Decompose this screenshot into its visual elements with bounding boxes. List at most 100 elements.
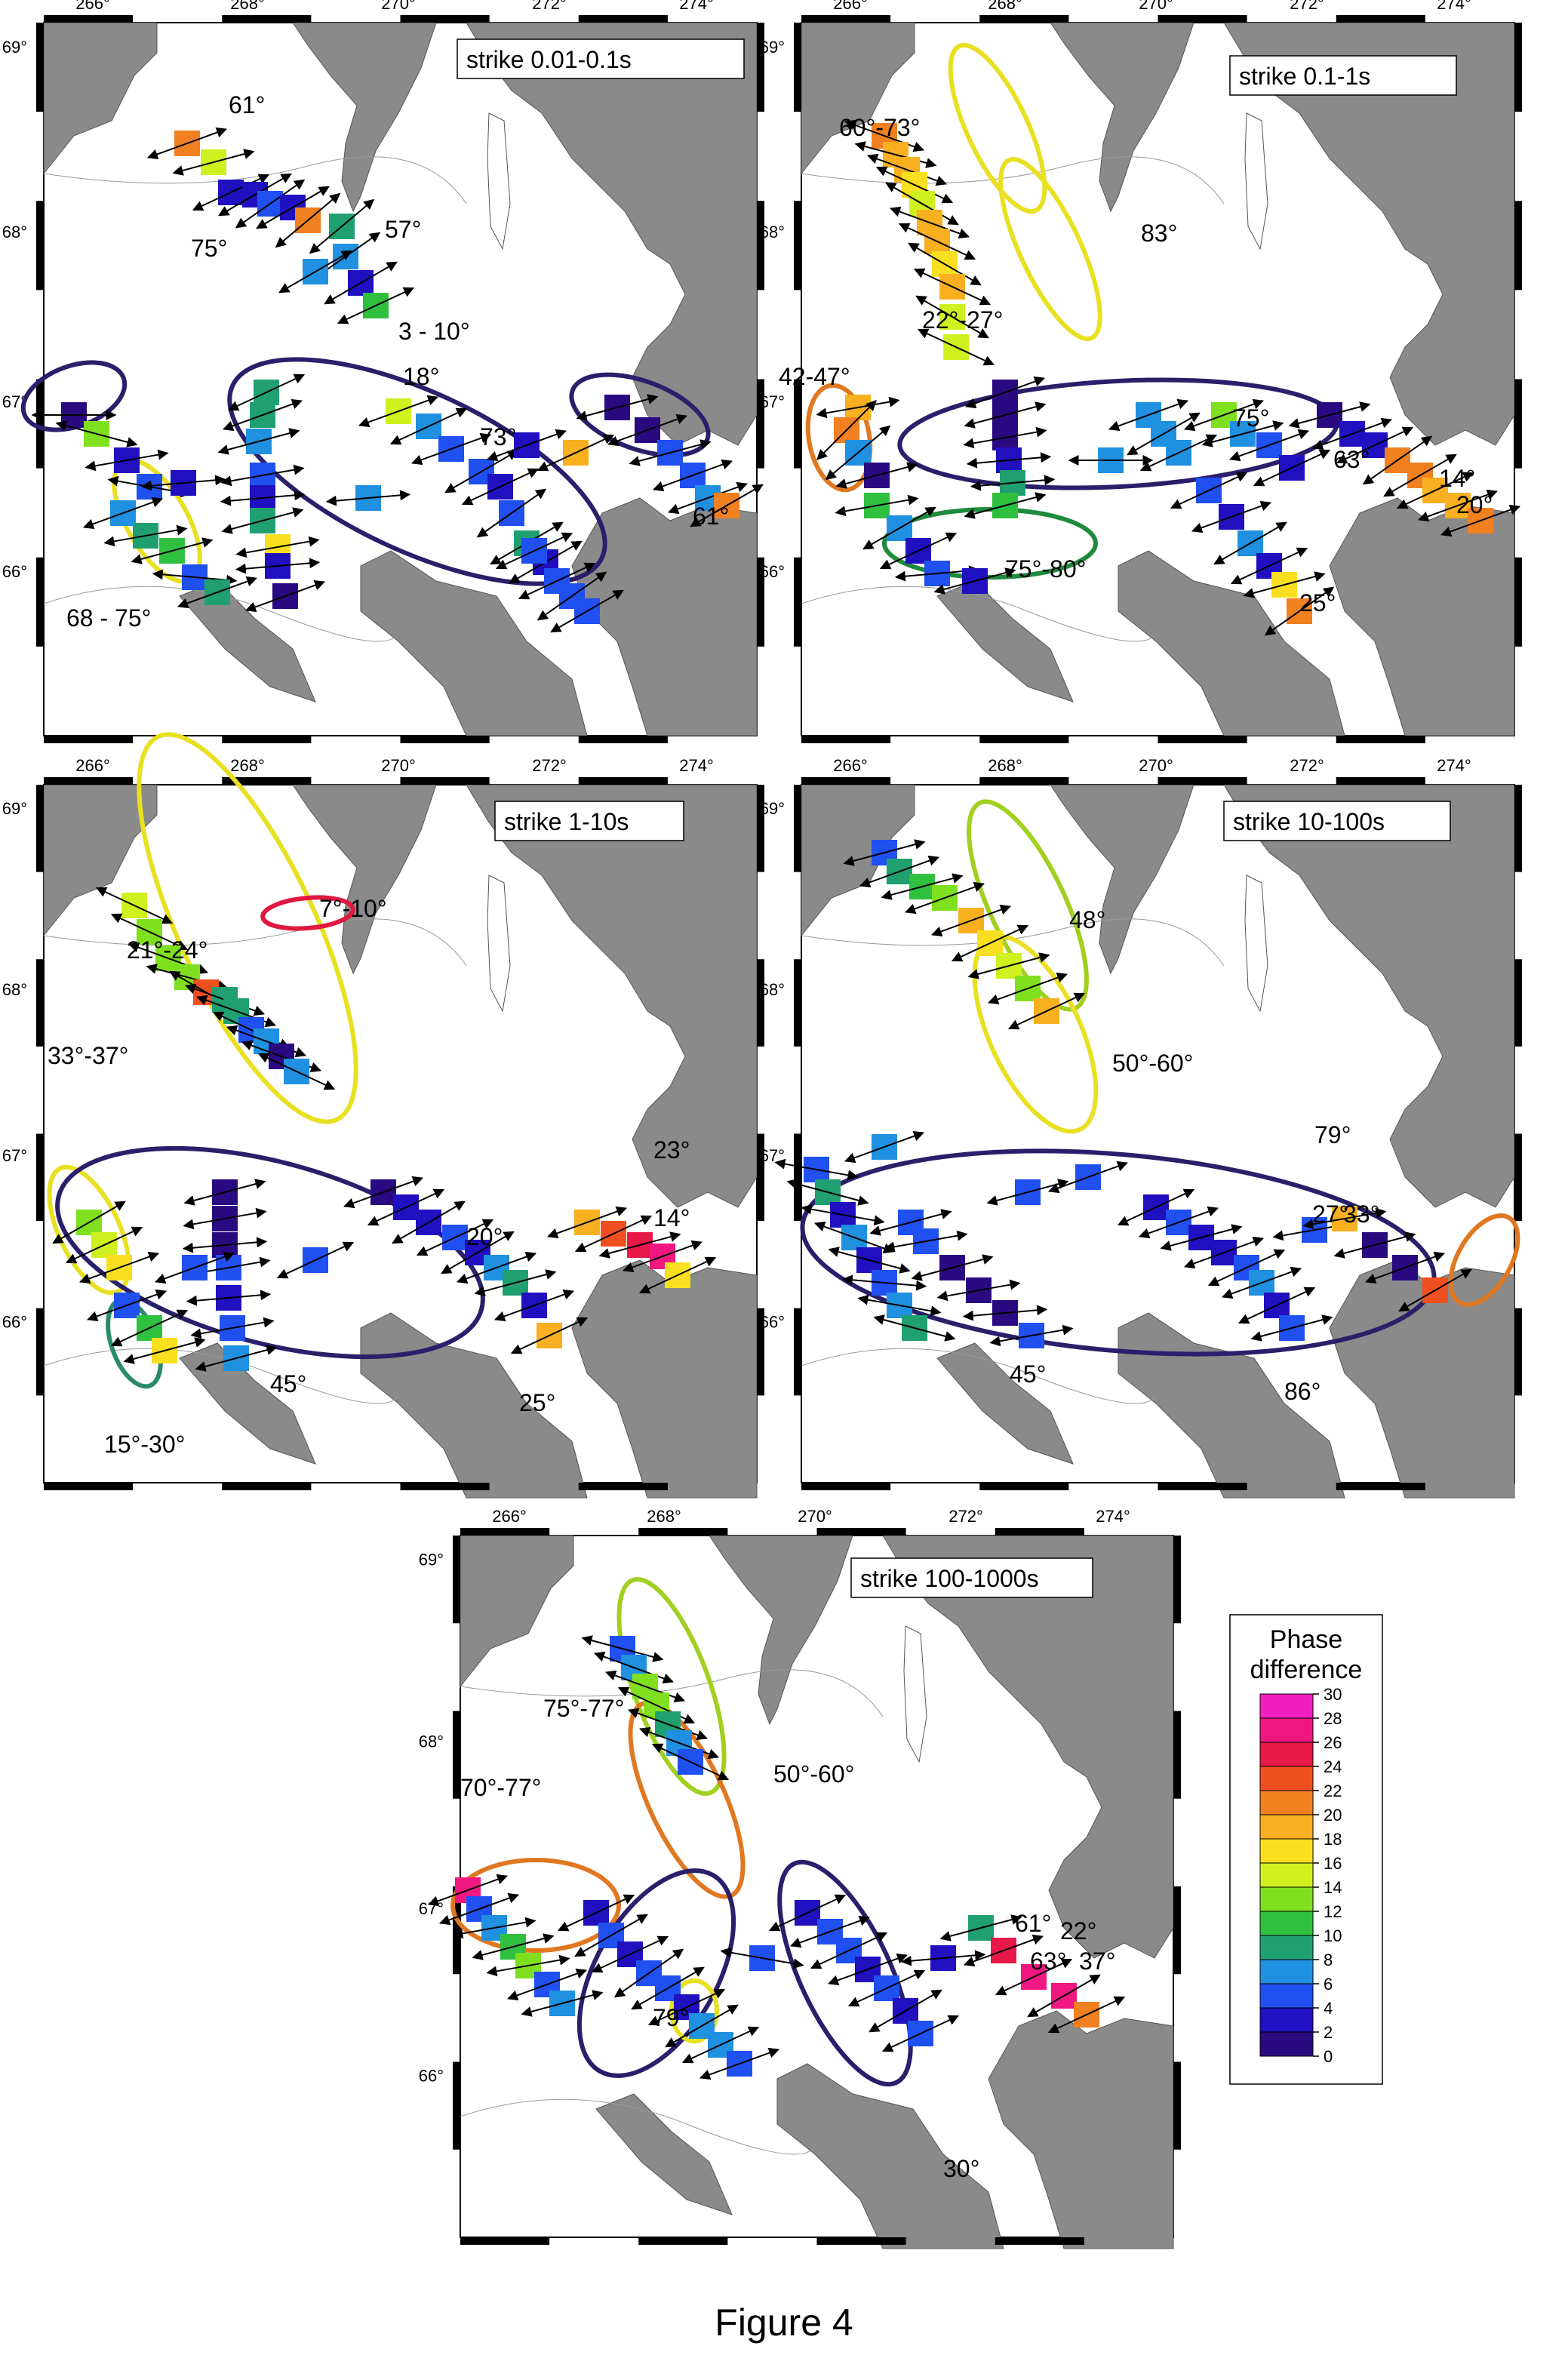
strike-arrow — [967, 952, 1050, 979]
axis-labels: 266° 268° 270° 272° 274°69°68°67°66° — [2, 756, 714, 1331]
frame-tick-top — [222, 15, 312, 23]
zone-ellipse — [998, 156, 1102, 342]
strike-arrow — [461, 468, 540, 506]
strike-arrow — [810, 1932, 888, 1969]
landmass — [43, 22, 758, 736]
landmass — [43, 784, 758, 1499]
strike-arrow — [911, 1254, 994, 1281]
frame-tick-right — [1173, 1536, 1181, 1624]
strike-arrow — [873, 1314, 956, 1342]
strike-arrow — [962, 1305, 1048, 1321]
strike-arrow — [835, 494, 919, 517]
landmass — [801, 22, 1515, 736]
strike-arrow — [917, 328, 995, 366]
strike-arrow — [1333, 1231, 1416, 1259]
lat-tick-label: 66° — [2, 1312, 27, 1331]
lon-tick-label: 272° — [1290, 756, 1324, 775]
strike-arrow — [557, 1894, 635, 1932]
legend-color-block — [1259, 2007, 1314, 2033]
legend-title-line1: Phase — [1270, 1625, 1342, 1654]
strike-angle-label: 86° — [1284, 1378, 1321, 1405]
frame-tick-bottom — [44, 1483, 134, 1490]
frame-tick-top — [816, 1528, 906, 1536]
strike-arrow — [1027, 1974, 1101, 2018]
lat-tick-label: 66° — [419, 2066, 444, 2085]
frame-tick-left — [453, 2061, 460, 2150]
frame-tick-top — [460, 1528, 550, 1536]
strike-angle-label: 7°-10° — [319, 895, 387, 922]
frame-tick-left — [36, 959, 44, 1047]
admin-boundary-line — [801, 1348, 1157, 1404]
frame-tick-bottom — [995, 2237, 1084, 2245]
land-polygon — [466, 22, 758, 446]
legend-tick-label: 16 — [1324, 1854, 1342, 1873]
frame-tick-bottom — [801, 1483, 891, 1490]
strike-arrow — [521, 1990, 604, 2017]
phase-difference-legend: Phase difference 30282624222018161412108… — [1229, 1614, 1383, 2085]
strike-arrow — [844, 1130, 924, 1164]
map-frame-ticks — [36, 15, 764, 743]
legend-title-line2: difference — [1250, 1656, 1363, 1684]
strike-arrow — [1184, 398, 1264, 432]
lat-tick-label: 67° — [419, 1899, 444, 1918]
strike-angle-label: 14° — [1439, 465, 1475, 492]
frame-tick-left — [36, 23, 44, 112]
landmass — [801, 784, 1515, 1499]
frame-tick-bottom — [979, 1483, 1069, 1490]
lat-tick-label: 68° — [760, 223, 785, 241]
land-polygon — [43, 784, 158, 937]
strike-arrow — [951, 924, 1029, 962]
frame-tick-bottom — [44, 736, 134, 743]
strike-arrow — [337, 287, 415, 324]
strike-arrow — [123, 1337, 206, 1364]
strike-angle-label: 14° — [653, 1204, 690, 1231]
strike-angle-label: 73° — [480, 423, 516, 450]
landmass — [460, 1535, 1174, 2249]
frame-tick-bottom — [801, 736, 891, 743]
frame-tick-bottom — [1158, 736, 1247, 743]
station-markers — [52, 887, 717, 1372]
lat-tick-label: 69° — [2, 38, 27, 57]
axis-labels: 266° 268° 270° 272° 274°69°68°67°66° — [2, 0, 714, 581]
strike-arrow — [1250, 1314, 1333, 1342]
lat-tick-label: 66° — [2, 562, 27, 581]
strike-arrow — [869, 1209, 952, 1236]
strike-angle-label: 50°-60° — [773, 1760, 854, 1788]
strike-arrow — [411, 432, 491, 466]
legend-color-block — [1259, 1935, 1314, 1960]
lon-tick-label: 268° — [230, 0, 265, 13]
strike-arrow — [931, 904, 1011, 937]
land-polygon — [1223, 784, 1515, 1208]
strike-arrow — [939, 1914, 1022, 1941]
strike-arrow — [472, 1933, 555, 1960]
strike-angle-labels: 60°-73° 83° 22°-27° 42-47° 75° 63° 14°20° 75°-8… — [779, 114, 1493, 616]
strike-angle-label: 45° — [270, 1370, 306, 1397]
lake-polygon — [1244, 112, 1268, 251]
land-polygon — [466, 784, 758, 1208]
frame-tick-right — [757, 1308, 764, 1396]
strike-arrow — [576, 394, 659, 421]
strike-arrow — [631, 1966, 705, 2010]
land-polygon — [595, 2093, 733, 2215]
frame-tick-right — [757, 1133, 764, 1222]
lon-tick-label: 274° — [679, 756, 714, 775]
strike-arrow — [936, 1279, 1021, 1302]
strike-angle-label: 79° — [653, 2004, 689, 2031]
strike-arrow — [964, 1934, 1044, 1967]
strike-arrow — [79, 1251, 159, 1284]
frame-tick-bottom — [1336, 736, 1425, 743]
frame-tick-bottom — [638, 2237, 728, 2245]
zone-ellipse — [55, 1145, 485, 1360]
strike-arrow — [964, 401, 1047, 429]
lon-tick-label: 272° — [948, 1507, 983, 1526]
frame-tick-bottom — [979, 736, 1069, 743]
land-polygon — [360, 550, 588, 736]
legend-tick-label: 28 — [1324, 1709, 1342, 1728]
legend-color-block — [1259, 1886, 1314, 1912]
lon-tick-label: 266° — [492, 1507, 527, 1526]
strike-arrow — [933, 567, 1016, 595]
strike-arrow — [665, 2004, 739, 2048]
lon-tick-label: 270° — [1139, 756, 1173, 775]
land-polygon — [360, 1312, 588, 1499]
